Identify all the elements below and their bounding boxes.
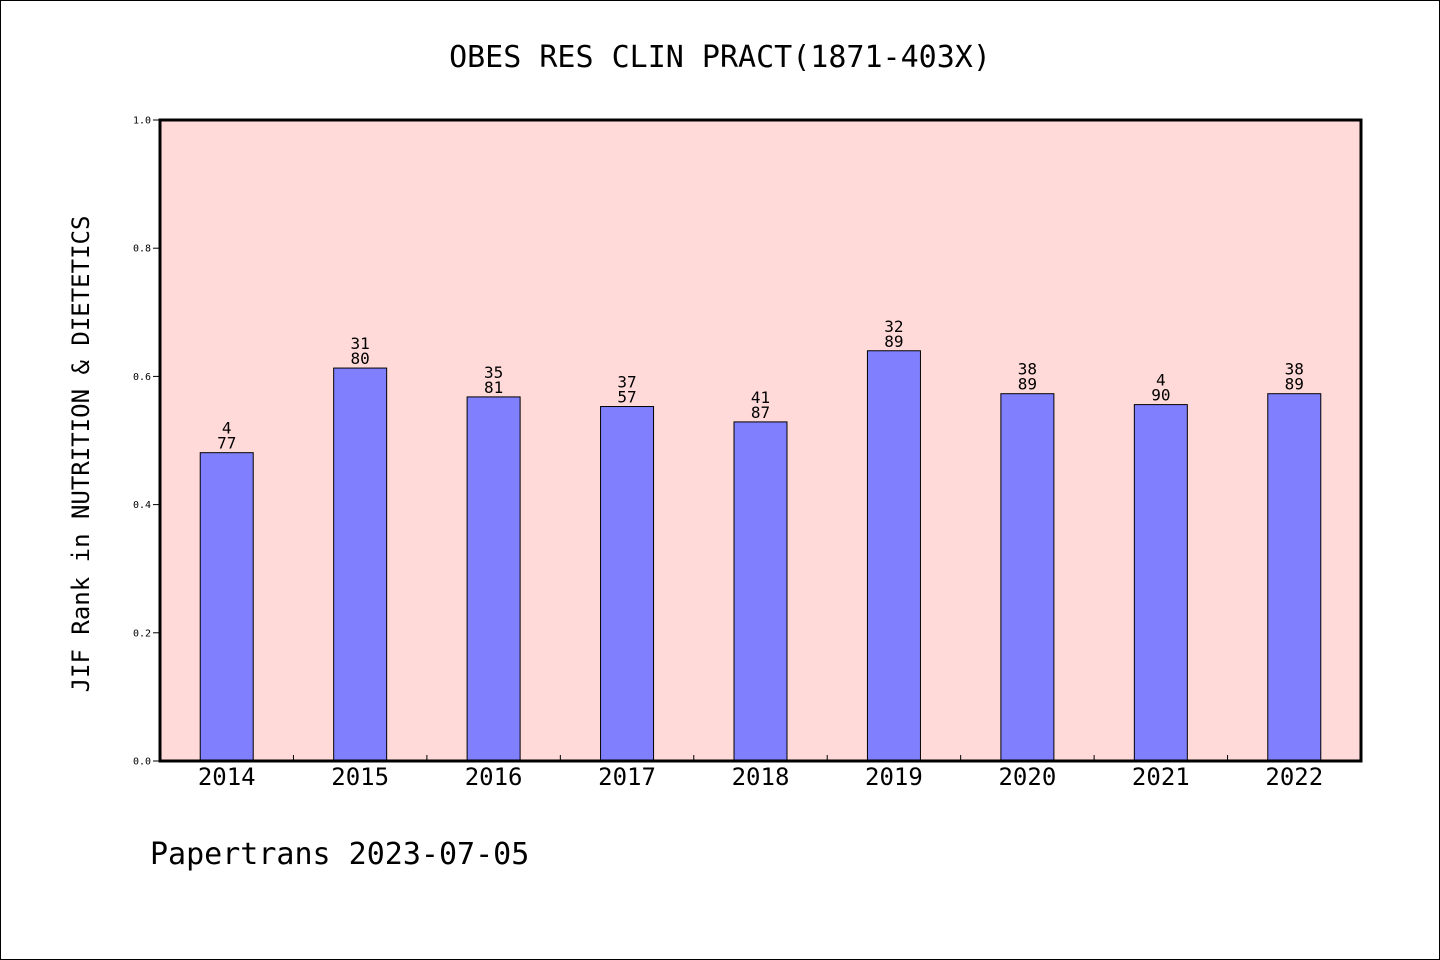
y-tick-label: 1.0	[133, 116, 151, 127]
bar	[600, 406, 655, 762]
bar-total-label: 89	[884, 332, 903, 351]
bar-rank-label: 31	[351, 334, 370, 353]
bar-total-label: 90	[1151, 386, 1170, 405]
plot-border	[158, 118, 1363, 763]
bar-rank-label: 35	[484, 363, 503, 382]
bar	[1000, 393, 1055, 762]
bar	[333, 367, 388, 762]
y-tick-label: 0.2	[133, 628, 151, 639]
y-tick-label: 0.6	[133, 372, 151, 383]
bar-rank-label: 32	[884, 317, 903, 336]
x-tick-label: 2020	[998, 763, 1056, 791]
bar	[866, 350, 921, 762]
bar-rank-label: 41	[751, 388, 770, 407]
bar-rank-label: 38	[1285, 360, 1304, 379]
x-tick-label: 2021	[1132, 763, 1190, 791]
bar	[733, 421, 788, 762]
x-tick-label: 2015	[331, 763, 389, 791]
bar-total-label: 80	[351, 349, 370, 368]
bar-total-label: 89	[1285, 375, 1304, 394]
bar	[199, 452, 254, 762]
y-tick-label: 0.4	[133, 500, 151, 511]
bar-total-label: 87	[751, 403, 770, 422]
y-tick-label: 0.0	[133, 757, 151, 768]
bar-rank-label: 4	[1156, 371, 1166, 390]
y-axis-label: JIF Rank in NUTRITION & DIETETICS	[67, 216, 95, 693]
bar-total-label: 89	[1018, 375, 1037, 394]
x-tick-label: 2016	[465, 763, 523, 791]
x-tick-label: 2017	[598, 763, 656, 791]
bar-total-label: 81	[484, 378, 503, 397]
x-tick-label: 2019	[865, 763, 923, 791]
bar-total-label: 57	[617, 388, 636, 407]
bar-total-label: 77	[217, 434, 236, 453]
chart-title: OBES RES CLIN PRACT(1871-403X)	[449, 40, 991, 75]
y-tick-label: 0.8	[133, 244, 151, 255]
x-tick-label: 2014	[198, 763, 256, 791]
chart-marks: 0.00.20.40.60.81.04772014318020153581201…	[133, 116, 1323, 792]
bar-rank-label: 4	[222, 419, 232, 438]
x-tick-label: 2022	[1265, 763, 1323, 791]
bar-rank-label: 38	[1018, 360, 1037, 379]
bar-rank-label: 37	[617, 373, 636, 392]
bar	[1133, 404, 1188, 762]
footer-text: Papertrans 2023-07-05	[150, 837, 529, 872]
bar	[466, 396, 521, 762]
x-tick-label: 2018	[732, 763, 790, 791]
bar	[1267, 393, 1322, 762]
